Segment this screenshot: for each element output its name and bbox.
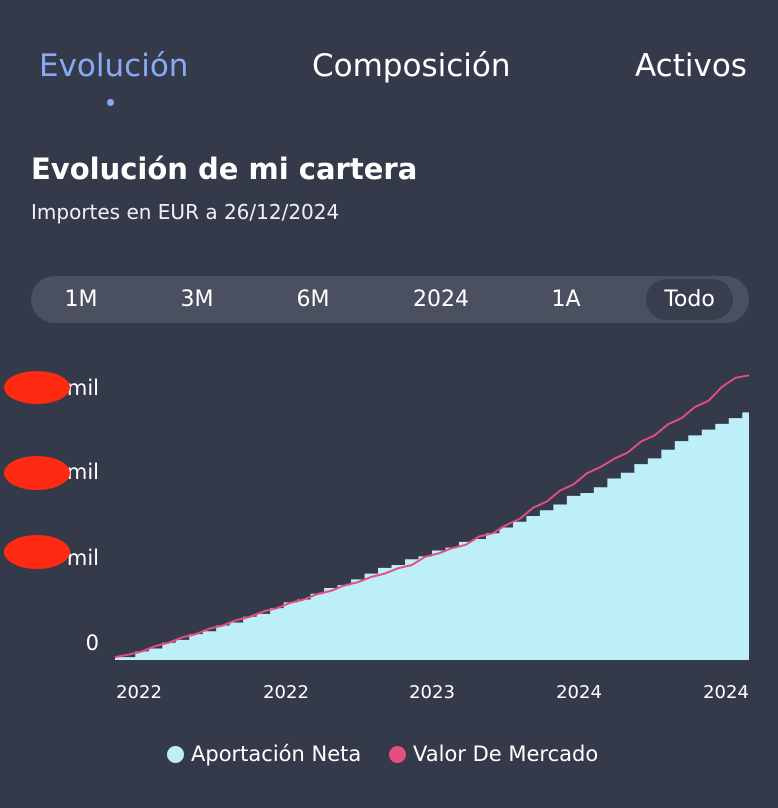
range-option-todo[interactable]: Todo bbox=[646, 279, 733, 320]
y-tick-label: mil bbox=[67, 546, 99, 570]
portfolio-evolution-chart: mil mil mil 0 2022 2022 2023 2024 2024 bbox=[67, 374, 750, 703]
legend-dot-icon bbox=[167, 745, 184, 763]
redaction-mark bbox=[4, 371, 70, 404]
time-range-selector: 1M 3M 6M 2024 1A Todo bbox=[31, 276, 749, 323]
legend-dot-icon bbox=[389, 745, 406, 763]
range-option-6m[interactable]: 6M bbox=[296, 287, 330, 312]
legend-label: Aportación Neta bbox=[191, 742, 362, 766]
y-tick-label: 0 bbox=[86, 631, 99, 655]
tab-bar: Evolución Composición Activos bbox=[0, 48, 778, 88]
x-tick-label: 2024 bbox=[556, 682, 602, 703]
x-tick-label: 2023 bbox=[409, 682, 455, 703]
page-title: Evolución de mi cartera bbox=[31, 152, 418, 186]
chart-legend: Aportación Neta Valor De Mercado bbox=[0, 742, 778, 770]
x-tick-label: 2024 bbox=[703, 682, 749, 703]
range-option-3m[interactable]: 3M bbox=[180, 287, 214, 312]
y-tick-label: mil bbox=[67, 460, 99, 484]
redaction-mark bbox=[4, 535, 70, 569]
y-tick-label: mil bbox=[67, 376, 99, 400]
range-option-2024[interactable]: 2024 bbox=[413, 287, 469, 312]
tab-evolucion[interactable]: Evolución bbox=[39, 48, 189, 84]
range-option-1a[interactable]: 1A bbox=[551, 287, 581, 312]
legend-item-aportacion-neta: Aportación Neta bbox=[167, 742, 361, 766]
series-area-aportacion-neta bbox=[115, 412, 749, 660]
x-tick-label: 2022 bbox=[116, 682, 162, 703]
page-subtitle: Importes en EUR a 26/12/2024 bbox=[31, 200, 340, 224]
tab-composicion[interactable]: Composición bbox=[312, 48, 511, 84]
active-tab-indicator bbox=[107, 99, 114, 106]
redaction-mark bbox=[4, 456, 70, 490]
x-tick-label: 2022 bbox=[263, 682, 309, 703]
tab-activos[interactable]: Activos bbox=[635, 48, 747, 84]
range-option-1m[interactable]: 1M bbox=[64, 287, 98, 312]
legend-label: Valor De Mercado bbox=[413, 742, 599, 766]
legend-item-valor-de-mercado: Valor De Mercado bbox=[389, 742, 598, 766]
series-line-valor-de-mercado bbox=[114, 374, 750, 659]
